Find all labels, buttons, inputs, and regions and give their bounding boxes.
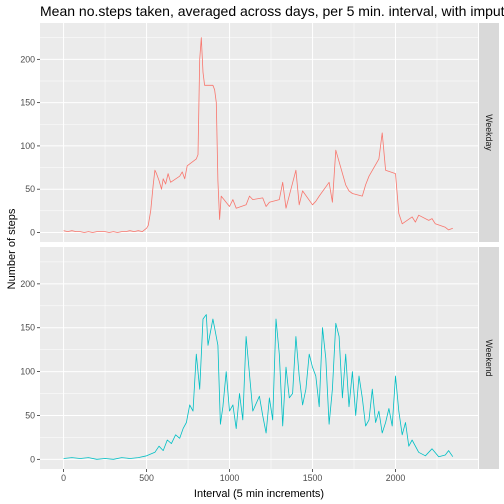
y-tick-label: 50: [25, 184, 35, 194]
facet-panel-weekend: 0 50 100 150 200 Weekend 0 500 1000 1500 2000: [20, 247, 499, 483]
y-tick-label: 100: [20, 367, 35, 377]
y-tick-label: 0: [30, 227, 35, 237]
facet-strip-label: Weekend: [484, 339, 494, 376]
y-tick-label: 50: [25, 410, 35, 420]
y-axis-title: Number of steps: [6, 208, 18, 289]
x-tick-label: 1000: [220, 473, 240, 483]
x-axis-title: Interval (5 min increments): [194, 488, 324, 500]
x-tick-label: 500: [139, 473, 154, 483]
facet-strip: [479, 247, 499, 469]
facet-panels: 0 50 100 150 200 Weekday 0 50 100 150 200 Weekend 0 5…: [20, 23, 499, 483]
y-tick-label: 150: [20, 323, 35, 333]
y-tick-label: 100: [20, 141, 35, 151]
x-tick-label: 1500: [303, 473, 323, 483]
series-line-weekend: [63, 314, 454, 460]
facet-panel-weekday: 0 50 100 150 200 Weekday: [20, 23, 499, 242]
x-tick-label: 0: [61, 473, 66, 483]
series-line-weekday: [63, 37, 453, 233]
y-tick-label: 200: [20, 54, 35, 64]
y-tick-label: 200: [20, 279, 35, 289]
y-tick-label: 0: [30, 454, 35, 464]
panel-background: [40, 247, 478, 469]
panel-background: [40, 23, 478, 242]
facet-strip-label: Weekday: [484, 114, 494, 151]
x-tick-label: 2000: [386, 473, 406, 483]
y-tick-label: 150: [20, 98, 35, 108]
chart-title: Mean no.steps taken, averaged across day…: [40, 3, 504, 19]
facet-strip: [479, 23, 499, 242]
